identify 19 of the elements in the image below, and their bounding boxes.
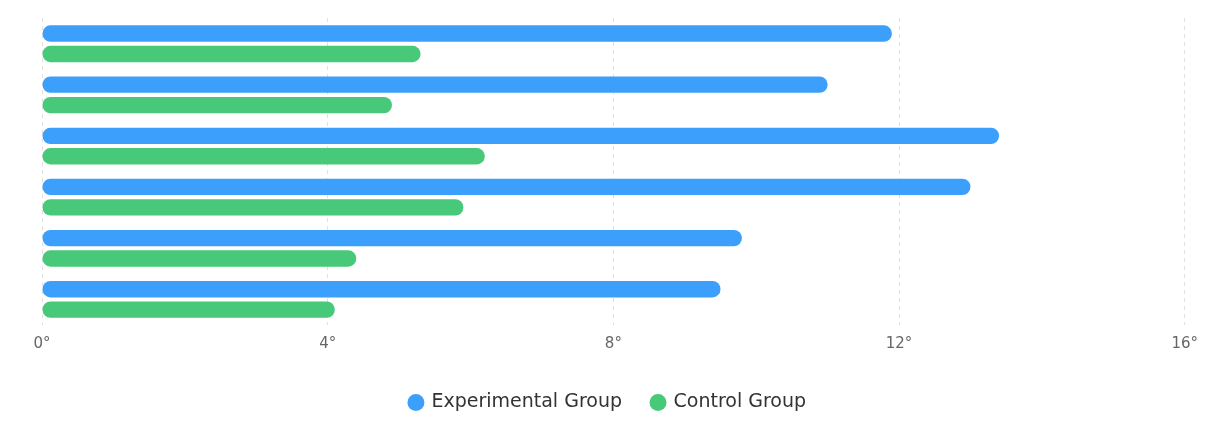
bar bbox=[42, 127, 1000, 144]
bar bbox=[42, 229, 742, 247]
bar bbox=[42, 301, 335, 318]
x-tick-label: 4° bbox=[319, 333, 337, 352]
legend-label: Experimental Group bbox=[431, 389, 623, 412]
legend-label: Control Group bbox=[673, 389, 807, 412]
bar bbox=[42, 250, 357, 267]
bar bbox=[42, 96, 392, 114]
bar bbox=[42, 45, 421, 63]
x-tick-label: 12° bbox=[885, 333, 913, 352]
x-tick-label: 8° bbox=[604, 333, 622, 352]
bar bbox=[42, 76, 828, 93]
x-tick-label: 16° bbox=[1171, 333, 1198, 352]
bar bbox=[42, 25, 892, 42]
bar bbox=[42, 178, 971, 196]
bar bbox=[42, 199, 464, 216]
x-tick-label: 0° bbox=[33, 333, 51, 352]
bar bbox=[42, 281, 721, 298]
bar bbox=[42, 148, 485, 165]
